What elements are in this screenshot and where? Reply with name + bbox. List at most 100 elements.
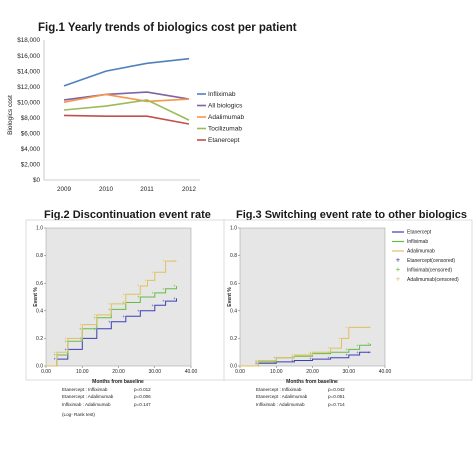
fig2-censor-mark: + (93, 313, 96, 318)
fig2-x-tick-label: 10.00 (76, 369, 89, 375)
stat-test-name: (Log- Rank test) (62, 411, 95, 417)
fig2-y-axis-label: Event % (33, 287, 39, 307)
fig2-censor-mark: + (122, 314, 125, 319)
stat-row: Infliximab : Adalimumab p=0.147 (62, 401, 151, 408)
fig1-x-tick-label: 2011 (140, 186, 154, 193)
fig3-legend-label: Infliximab(censored) (407, 268, 452, 274)
fig3-x-tick-label: 0.00 (235, 369, 245, 375)
fig3-censor-mark: + (356, 325, 359, 330)
fig2-censor-mark: + (79, 326, 82, 331)
stat-row: Infliximab : Adalimumab p=0.714 (256, 401, 345, 408)
stat-comparison: Infliximab : Adalimumab (62, 401, 111, 407)
fig2-censor-mark: + (79, 322, 82, 327)
fig3-censor-mark: + (255, 359, 258, 364)
fig2-censor-mark: + (151, 303, 154, 308)
fig1-y-tick-label: $2,000 (21, 162, 41, 169)
fig3-series-curve (240, 326, 371, 367)
fig3-censor-mark: + (273, 355, 276, 360)
fig2-censor-mark: + (173, 284, 176, 289)
stat-p-value: p=0.714 (328, 401, 345, 407)
fig1-x-tick-label: 2010 (99, 186, 114, 193)
fig2-x-axis-label: Months from baseline (92, 379, 144, 385)
fig3-legend-label: Etanercept(censored) (407, 258, 455, 264)
fig3-censor-mark: + (367, 350, 370, 355)
fig2-x-tick-label: 20.00 (112, 369, 125, 375)
fig3-y-tick-label: 0.4 (230, 308, 237, 314)
fig2-censor-mark: + (64, 336, 67, 341)
fig1-title: Fig.1 Yearly trends of biologics cost pe… (38, 22, 297, 34)
fig2-x-tick-label: 40.00 (185, 369, 198, 375)
fig2-censor-mark: + (162, 286, 165, 291)
fig1-series-line (63, 93, 190, 103)
fig3-censor-mark: + (338, 336, 341, 341)
fig3-censor-mark: + (345, 347, 348, 352)
fig3-censor-mark: + (309, 357, 312, 362)
fig2-censor-mark: + (64, 347, 67, 352)
fig1-y-tick-label: $16,000 (17, 53, 40, 60)
stat-comparison: Etanercept : Adalimumab (62, 394, 114, 400)
fig1-series-line (63, 57, 190, 87)
fig3-y-tick-label: 0.6 (230, 281, 237, 287)
stat-p-value: p=0.042 (328, 387, 345, 392)
fig3-x-tick-label: 20.00 (306, 369, 319, 375)
fig3-y-tick-label: 0.2 (230, 336, 237, 342)
stat-comparison: Etanercept : Infliximab (62, 387, 108, 392)
fig3-legend-label: Etanercept (407, 230, 432, 236)
fig2-series-curve (46, 260, 177, 367)
fig1-series-line (63, 99, 190, 121)
fig2-chart: Months from baseline Event % 0.0 0.2 0.4 0.… (25, 219, 227, 385)
fig2-censor-mark: + (122, 300, 125, 305)
fig3-y-tick-label: 0.8 (230, 253, 237, 259)
fig2-y-tick-label: 0.2 (36, 336, 43, 342)
fig3-censor-mark: + (291, 353, 294, 358)
fig3-y-axis-label: Event % (227, 287, 233, 307)
fig2-censor-mark: + (122, 292, 125, 297)
stat-p-value: p=0.051 (328, 394, 345, 400)
fig1-chart: Biologics cost $0 $2,000 $4,000 $6,000 $8,00… (7, 37, 245, 193)
fig3-legend-label: Infliximab (407, 239, 428, 245)
stat-comparison: Infliximab : Adalimumab (256, 401, 305, 407)
fig3-title: Fig.3 Switching event rate to other biol… (236, 209, 468, 221)
fig1-y-axis-label: Biologics cost (7, 95, 14, 135)
fig3-censor-mark: + (291, 354, 294, 359)
fig2-censor-mark: + (173, 259, 176, 264)
stat-p-value: p=0.006 (134, 394, 151, 400)
fig3-censor-mark: + (345, 325, 348, 330)
fig2-x-tick-label: 0.00 (41, 369, 51, 375)
fig2-series-curve (46, 298, 177, 367)
fig3-censor-mark: + (356, 343, 359, 348)
fig1-series-line (63, 114, 190, 125)
fig2-censor-mark: + (151, 270, 154, 275)
fig1-x-tick-label: 2009 (57, 186, 72, 193)
fig1-legend-label: Adalimumab (208, 114, 245, 121)
fig2-censor-mark: + (137, 284, 140, 289)
fig3-censor-mark: + (309, 351, 312, 356)
fig1-y-tick-label: $10,000 (17, 99, 40, 106)
fig1-legend-label: Infliximab (208, 91, 236, 98)
fig3-censor-mark: + (327, 355, 330, 360)
fig2-y-tick-label: 0.0 (36, 364, 43, 370)
fig2-censor-mark: + (137, 295, 140, 300)
fig2-censor-mark: + (54, 357, 57, 362)
fig2-censor-mark: + (144, 278, 147, 283)
fig2-censor-mark: + (173, 296, 176, 301)
fig3-x-tick-label: 30.00 (342, 369, 355, 375)
fig2-censor-mark: + (108, 319, 111, 324)
fig2-stats: Etanercept : Infliximab p=0.012 Etanercept… (62, 386, 151, 418)
fig3-legend-label: Adalimumab (407, 249, 435, 255)
stat-comparison: Etanercept : Infliximab (256, 387, 302, 392)
fig1-legend-label: All biologics (208, 103, 243, 110)
fig3-y-tick-label: 1.0 (230, 226, 237, 232)
fig3-legend-censor-swatch: + (396, 275, 401, 284)
fig3-censor-mark: + (273, 355, 276, 360)
fig2-plot-area (45, 227, 192, 367)
stat-row: Etanercept : Adalimumab p=0.006 (62, 393, 151, 400)
fig1-x-tick-label: 2012 (182, 186, 197, 193)
fig1-y-tick-label: $6,000 (21, 131, 41, 138)
fig3-legend-censor-swatch: + (396, 265, 401, 274)
fig3-x-axis-label: Months from baseline (286, 379, 338, 385)
fig2-y-tick-label: 1.0 (36, 226, 43, 232)
fig2-y-tick-label: 0.4 (36, 308, 43, 314)
fig2-x-tick-label: 30.00 (148, 369, 161, 375)
